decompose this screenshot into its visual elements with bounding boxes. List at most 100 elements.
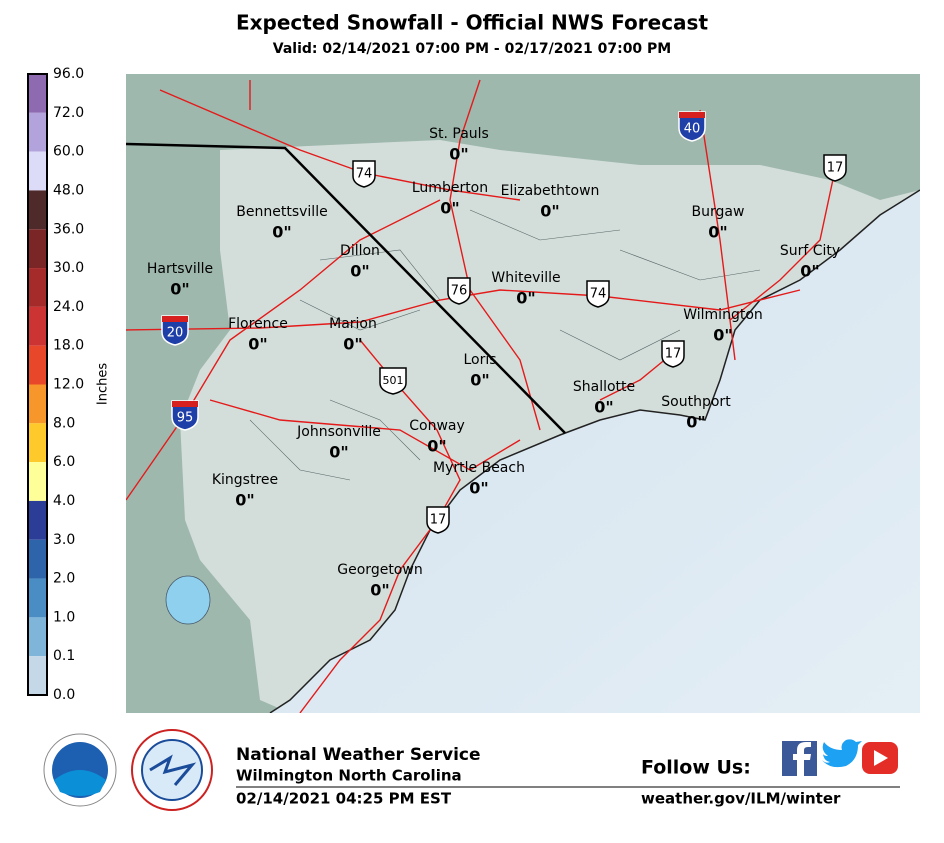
- place-name: Johnsonville: [296, 424, 381, 440]
- legend-band: [29, 306, 46, 346]
- place-name: Elizabethtown: [501, 183, 600, 199]
- shield-number: 501: [383, 374, 404, 387]
- place-name: Lumberton: [412, 180, 488, 196]
- shield-number: 76: [451, 284, 468, 299]
- legend-frame: [27, 73, 48, 696]
- place-amount: 0": [235, 491, 254, 510]
- legend-band: [29, 500, 46, 540]
- place-amount: 0": [713, 326, 732, 345]
- place-name: Florence: [228, 316, 288, 332]
- county-lines: [249, 209, 761, 481]
- legend-tick-label: 2.0: [53, 571, 75, 587]
- legend-tick-label: 72.0: [53, 105, 84, 121]
- facebook-glyph: [793, 742, 811, 776]
- place-name: Dillon: [340, 243, 380, 259]
- legend-tick-label: 12.0: [53, 377, 84, 393]
- footer-url[interactable]: weather.gov/ILM/winter: [641, 790, 841, 808]
- legend-band: [29, 656, 46, 695]
- place-amount: 0": [329, 443, 348, 462]
- place-name: Wilmington: [683, 307, 763, 323]
- footer-issued: 02/14/2021 04:25 PM EST: [236, 790, 452, 808]
- legend-band: [29, 617, 46, 657]
- place-amount: 0": [469, 479, 488, 498]
- legend-tick-label: 0.0: [53, 687, 75, 703]
- subtitle: Valid: 02/14/2021 07:00 PM - 02/17/2021 …: [273, 41, 672, 57]
- shield-number: 74: [356, 167, 373, 182]
- legend-band: [29, 384, 46, 424]
- shield-number: 95: [177, 411, 194, 426]
- legend-tick-label: 96.0: [53, 66, 84, 82]
- place-name: Hartsville: [147, 261, 213, 277]
- legend-band: [29, 151, 46, 191]
- legend-band: [29, 268, 46, 307]
- legend-band: [29, 112, 46, 152]
- legend-label: Inches: [96, 363, 111, 405]
- interstate-shield-top: [172, 401, 198, 407]
- legend-band: [29, 462, 46, 501]
- map: [126, 74, 920, 713]
- legend-tick-label: 24.0: [53, 299, 84, 315]
- place-name: Shallotte: [573, 379, 635, 395]
- footer-office: National Weather Service: [236, 745, 481, 765]
- place-amount: 0": [343, 335, 362, 354]
- ocean: [270, 190, 920, 713]
- legend-tick-label: 3.0: [53, 532, 75, 548]
- us-shield: [823, 154, 847, 182]
- legend-tick-label: 18.0: [53, 338, 84, 354]
- place-amount: 0": [686, 413, 705, 432]
- place-name: Loris: [463, 352, 496, 368]
- interstate-shield: [678, 111, 706, 142]
- place-name: Bennettsville: [236, 204, 327, 220]
- place-amount: 0": [440, 199, 459, 218]
- place-amount: 0": [708, 223, 727, 242]
- place-amount: 0": [170, 280, 189, 299]
- place-name: Marion: [329, 316, 377, 332]
- place-name: Southport: [661, 394, 731, 410]
- place-name: Georgetown: [337, 562, 422, 578]
- legend-band: [29, 190, 46, 230]
- lake: [165, 575, 211, 625]
- place-name: Kingstree: [212, 472, 278, 488]
- legend-band: [29, 74, 46, 113]
- youtube-glyph: [874, 750, 888, 766]
- interstate-shield: [161, 315, 189, 346]
- legend-tick-label: 0.1: [53, 648, 75, 664]
- shield-number: 40: [684, 122, 701, 137]
- place-amount: 0": [470, 371, 489, 390]
- place-name: Myrtle Beach: [433, 460, 525, 476]
- place-name: Whiteville: [491, 270, 560, 286]
- place-amount: 0": [248, 335, 267, 354]
- footer-follow: Follow Us:: [641, 757, 751, 779]
- us-shield: [379, 367, 407, 395]
- us-shield: [352, 160, 376, 188]
- noaa-wave: [54, 770, 106, 796]
- place-amount: 0": [594, 398, 613, 417]
- place-name: Conway: [409, 418, 465, 434]
- twitter-icon[interactable]: [822, 739, 862, 768]
- legend-band: [29, 229, 46, 269]
- interstate-shield: [171, 400, 199, 431]
- place-amount: 0": [540, 202, 559, 221]
- place-amount: 0": [350, 262, 369, 281]
- nws-emblem: [149, 754, 197, 786]
- place-amount: 0": [800, 262, 819, 281]
- place-name: Surf City: [780, 243, 840, 259]
- legend-tick-label: 30.0: [53, 260, 84, 276]
- boundary-line: [126, 142, 566, 434]
- interstate-shield-top: [162, 316, 188, 322]
- us-shield: [661, 340, 685, 368]
- legend-tick-label: 4.0: [53, 493, 75, 509]
- place-amount: 0": [272, 223, 291, 242]
- shield-number: 17: [827, 161, 844, 176]
- place-amount: 0": [427, 437, 446, 456]
- legend-band: [29, 423, 46, 463]
- coastline: [269, 189, 920, 713]
- legend-tick-label: 1.0: [53, 609, 75, 625]
- us-shield: [426, 506, 450, 534]
- place-amount: 0": [449, 145, 468, 164]
- shield-number: 74: [590, 287, 607, 302]
- shield-number: 17: [430, 513, 447, 528]
- us-shield: [586, 280, 610, 308]
- interstate-shield-top: [679, 112, 705, 118]
